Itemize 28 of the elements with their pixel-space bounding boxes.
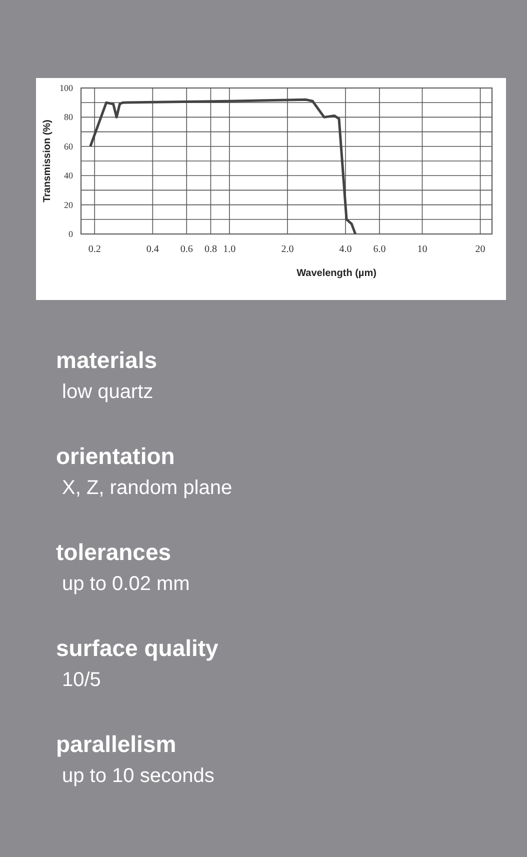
text: X, Z, random plane xyxy=(62,477,232,499)
x-tick-label: 1.0 xyxy=(223,244,236,255)
x-tick-label: 0.8 xyxy=(204,244,217,255)
x-tick-label: 20 xyxy=(475,244,486,255)
text: low quartz xyxy=(62,381,154,403)
text: 10/5 xyxy=(62,669,101,691)
y-tick-label: 80 xyxy=(64,112,74,122)
y-axis-title: Transmission (%) xyxy=(42,120,53,202)
x-tick-label: 4.0 xyxy=(339,244,352,255)
y-tick-label: 20 xyxy=(64,200,74,210)
x-tick-label: 2.0 xyxy=(281,244,294,255)
text: up to 10 seconds xyxy=(62,765,214,787)
y-tick-label: 0 xyxy=(68,229,74,239)
x-tick-label: 6.0 xyxy=(373,244,386,255)
text: up to 0.02 mm xyxy=(62,573,190,595)
x-tick-label: 0.4 xyxy=(146,244,159,255)
y-tick-label: 100 xyxy=(60,83,74,93)
text: tolerances xyxy=(56,539,172,565)
x-tick-label: 0.6 xyxy=(180,244,193,255)
text: orientation xyxy=(56,443,175,469)
y-tick-label: 60 xyxy=(64,141,74,152)
x-tick-label: 0.2 xyxy=(88,244,101,255)
x-tick-label: 10 xyxy=(417,244,428,255)
text: parallelism xyxy=(56,731,176,757)
text: surface quality xyxy=(56,635,219,661)
x-axis-title: Wavelength (µm) xyxy=(296,268,376,279)
text: materials xyxy=(56,347,158,373)
y-tick-label: 40 xyxy=(64,170,74,181)
